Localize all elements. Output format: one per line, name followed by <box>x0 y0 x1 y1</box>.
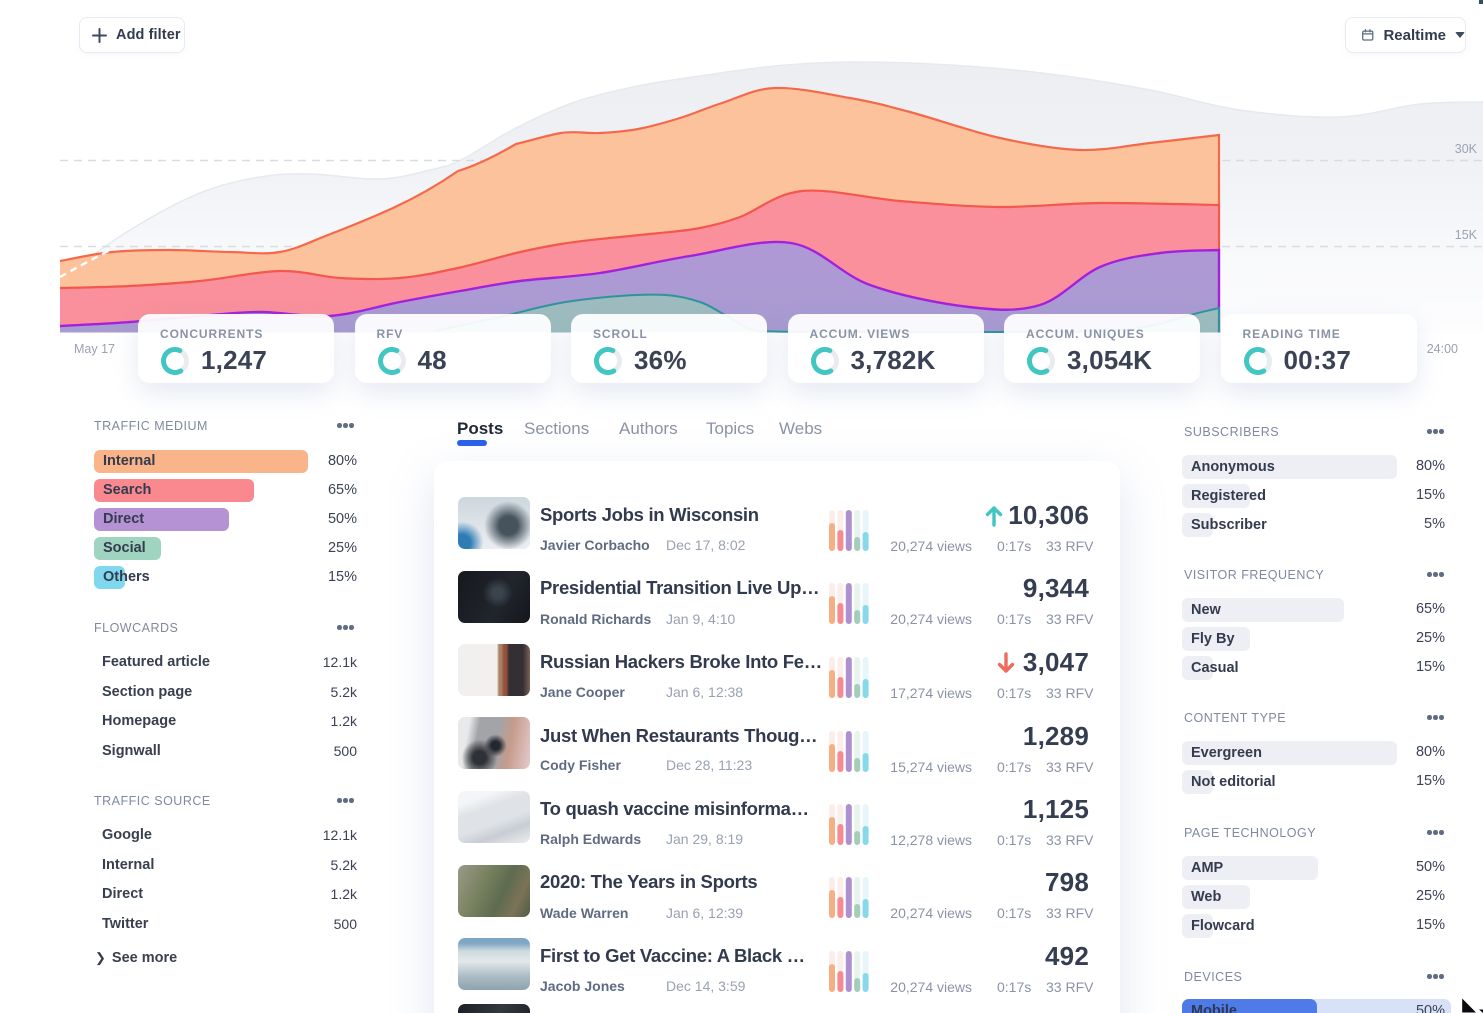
svg-text:May 17: May 17 <box>74 342 115 356</box>
svg-text:24:00: 24:00 <box>1427 342 1458 356</box>
svg-text:15K: 15K <box>1455 228 1478 242</box>
svg-text:30K: 30K <box>1455 142 1478 156</box>
